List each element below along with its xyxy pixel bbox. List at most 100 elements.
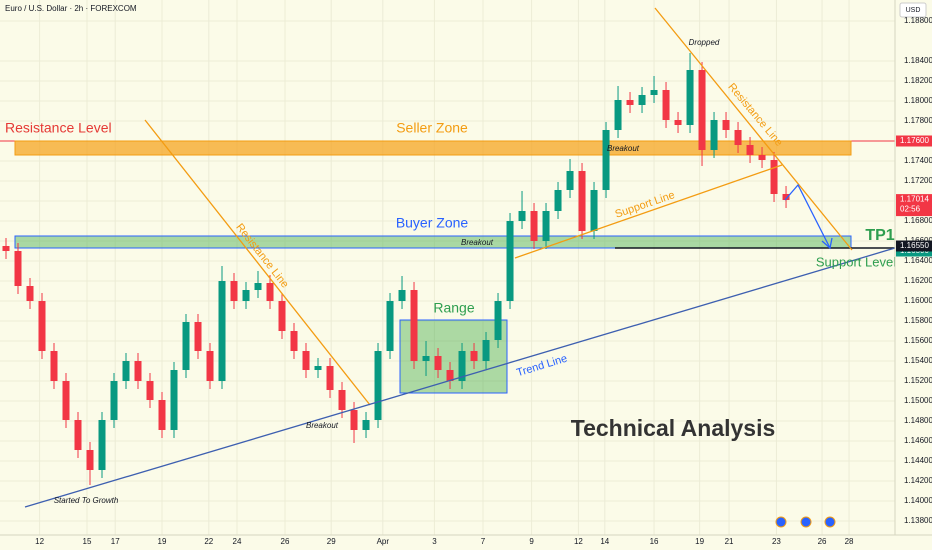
annotation: Range (433, 300, 474, 316)
candle-body (662, 90, 670, 120)
candle-body (386, 301, 394, 351)
price-label: 1.16550 (900, 241, 929, 250)
candle-body (350, 410, 358, 430)
candle-body (302, 351, 310, 370)
candle-body (38, 301, 46, 351)
price-axis (895, 0, 932, 550)
candle-body (422, 356, 430, 361)
candle-body (746, 145, 754, 155)
candle-body (134, 361, 142, 381)
x-tick-label: Apr (377, 537, 390, 546)
x-tick-label: 16 (650, 537, 659, 546)
candles (2, 53, 790, 485)
y-tick-label: 1.18200 (904, 76, 932, 85)
annotation: Resistance Level (5, 120, 112, 136)
y-tick-label: 1.17400 (904, 156, 932, 165)
candle-body (398, 290, 406, 301)
candle-body (2, 246, 10, 251)
y-tick-label: 1.13800 (904, 516, 932, 525)
annotation: Breakout (461, 238, 494, 247)
candle-body (278, 301, 286, 331)
candle-body (710, 120, 718, 150)
candle-body (362, 420, 370, 430)
x-tick-label: 17 (111, 537, 120, 546)
candle-body (182, 322, 190, 370)
price-label-bg (896, 194, 932, 217)
resistance-line (654, 7, 853, 251)
candle-body (554, 190, 562, 211)
y-tick-label: 1.17800 (904, 116, 932, 125)
candle-body (626, 100, 634, 105)
event-icon[interactable] (775, 516, 787, 528)
candle-body (698, 70, 706, 150)
candle-body (86, 450, 94, 470)
candle-body (650, 90, 658, 95)
price-label: 1.17014 (900, 195, 929, 204)
candle-body (254, 283, 262, 290)
y-tick-label: 1.18800 (904, 16, 932, 25)
candle-body (14, 251, 22, 286)
candle-body (638, 95, 646, 105)
candle-body (542, 211, 550, 241)
candle-body (62, 381, 70, 420)
candle-body (158, 400, 166, 430)
y-tick-label: 1.14000 (904, 496, 932, 505)
event-icon[interactable] (800, 516, 812, 528)
price-countdown: 02:56 (900, 205, 921, 214)
support-line (514, 164, 783, 259)
resistance-line (144, 119, 371, 406)
candle-body (758, 155, 766, 160)
projection-arrowhead (821, 237, 833, 250)
candle-body (674, 120, 682, 125)
y-tick-label: 1.15800 (904, 316, 932, 325)
price-label-bg (896, 135, 932, 147)
event-icon[interactable] (824, 516, 836, 528)
currency-badge[interactable] (899, 2, 927, 18)
candle-body (686, 70, 694, 125)
candle-body (314, 366, 322, 370)
headline: Technical Analysis (571, 415, 776, 441)
x-tick-label: 28 (845, 537, 854, 546)
x-tick-label: 29 (327, 537, 336, 546)
candle-body (458, 351, 466, 381)
annotation: Breakout (306, 421, 339, 430)
candle-body (326, 366, 334, 390)
annotation: Started To Growth (54, 496, 119, 505)
candle-body (50, 351, 58, 381)
annotation: Breakout (607, 144, 640, 153)
candle-body (74, 420, 82, 450)
candle-body (566, 171, 574, 190)
seller-zone (14, 140, 852, 156)
candle-body (614, 100, 622, 130)
x-tick-label: 12 (574, 537, 583, 546)
annotation: Dropped (689, 38, 720, 47)
candle-body (446, 370, 454, 381)
candle-body (782, 194, 790, 200)
x-tick-label: 3 (432, 537, 437, 546)
candle-body (338, 390, 346, 410)
annotation: TP1 (865, 227, 894, 244)
y-tick-label: 1.17200 (904, 176, 932, 185)
y-tick-label: 1.16400 (904, 256, 932, 265)
x-tick-label: 15 (83, 537, 92, 546)
candle-body (506, 221, 514, 301)
y-tick-label: 1.15600 (904, 336, 932, 345)
x-tick-label: 26 (818, 537, 827, 546)
candle-body (770, 160, 778, 194)
y-tick-label: 1.16200 (904, 276, 932, 285)
candle-body (194, 322, 202, 351)
y-tick-label: 1.18400 (904, 56, 932, 65)
y-tick-label: 1.16000 (904, 296, 932, 305)
annotation: Seller Zone (396, 120, 468, 136)
x-tick-label: 7 (481, 537, 486, 546)
x-tick-label: 14 (600, 537, 609, 546)
candle-body (266, 283, 274, 301)
y-tick-label: 1.18000 (904, 96, 932, 105)
candle-body (722, 120, 730, 130)
x-tick-label: 22 (204, 537, 213, 546)
candle-body (434, 356, 442, 370)
candle-body (734, 130, 742, 145)
y-tick-label: 1.14400 (904, 456, 932, 465)
